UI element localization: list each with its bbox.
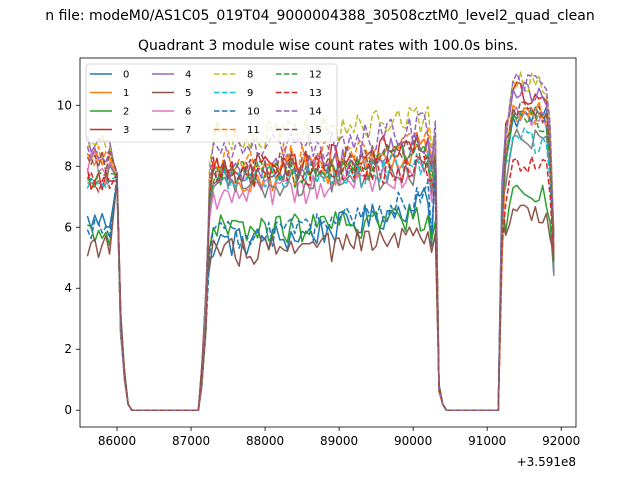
series-line-14 [86, 72, 555, 411]
legend-label: 6 [185, 107, 191, 118]
y-tick-label: 10 [57, 98, 72, 112]
x-tick-label: 88000 [246, 434, 284, 448]
x-tick-label: 90000 [394, 434, 432, 448]
y-tick-label: 4 [64, 281, 72, 295]
legend-label: 15 [309, 125, 322, 136]
y-axis: 0 2 4 6 8 10 [57, 98, 80, 417]
legend-label: 7 [185, 125, 191, 136]
chart-suptitle: n file: modeM0/AS1C05_019T04_9000004388_… [45, 8, 594, 24]
x-offset-label: +3.591e8 [517, 455, 576, 469]
y-tick-label: 2 [64, 342, 72, 356]
x-tick-label: 87000 [172, 434, 210, 448]
axes-frame [79, 57, 577, 428]
legend-label: 13 [309, 88, 322, 99]
series-line-15 [86, 101, 555, 411]
legend-label: 2 [123, 107, 129, 118]
x-tick-label: 86000 [98, 434, 136, 448]
legend-label: 11 [247, 125, 260, 136]
legend-label: 10 [247, 107, 260, 118]
legend-label: 14 [309, 107, 322, 118]
chart-title: Quadrant 3 module wise count rates with … [138, 38, 518, 54]
series-layer [86, 71, 555, 411]
x-axis: 86000 87000 88000 89000 90000 91000 92000 [98, 427, 580, 448]
legend-label: 9 [247, 88, 253, 99]
legend-box [85, 63, 338, 143]
y-tick-label: 8 [64, 159, 72, 173]
x-tick-label: 89000 [320, 434, 358, 448]
x-tick-label: 92000 [542, 434, 580, 448]
x-tick-label: 91000 [468, 434, 506, 448]
legend-label: 0 [123, 70, 129, 81]
y-tick-label: 6 [64, 220, 72, 234]
legend-label: 4 [185, 70, 191, 81]
legend-label: 5 [185, 88, 191, 99]
legend-label: 1 [123, 88, 129, 99]
legend-label: 12 [309, 70, 322, 81]
legend-label: 3 [123, 125, 129, 136]
y-tick-label: 0 [64, 403, 72, 417]
legend-label: 8 [247, 70, 253, 81]
